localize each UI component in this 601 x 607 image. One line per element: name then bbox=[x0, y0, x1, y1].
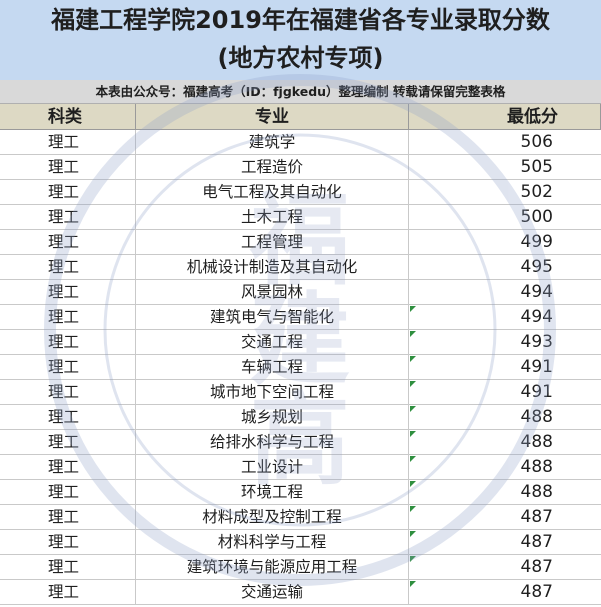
score-cell: 493 bbox=[520, 332, 553, 352]
table-row: 理工 车辆工程 491 bbox=[0, 355, 601, 380]
table-row: 理工 电气工程及其自动化 502 bbox=[0, 180, 601, 205]
type-cell: 理工 bbox=[0, 505, 136, 529]
score-cell: 494 bbox=[520, 307, 553, 327]
cell-comment-marker bbox=[410, 481, 416, 487]
score-cell: 488 bbox=[520, 482, 553, 502]
column-header-major: 专业 bbox=[136, 104, 409, 129]
major-cell: 建筑电气与智能化 bbox=[136, 305, 409, 329]
score-cell: 502 bbox=[520, 182, 553, 202]
table-row: 理工 风景园林 494 bbox=[0, 280, 601, 305]
major-cell: 土木工程 bbox=[136, 205, 409, 229]
major-cell: 建筑环境与能源应用工程 bbox=[136, 555, 409, 579]
table-row: 理工 建筑环境与能源应用工程 487 bbox=[0, 555, 601, 580]
type-cell: 理工 bbox=[0, 305, 136, 329]
column-header-type: 科类 bbox=[0, 104, 136, 129]
cell-comment-marker bbox=[410, 556, 416, 562]
score-cell: 495 bbox=[520, 257, 553, 277]
type-cell: 理工 bbox=[0, 155, 136, 179]
type-cell: 理工 bbox=[0, 130, 136, 154]
major-cell: 交通工程 bbox=[136, 330, 409, 354]
table-row: 理工 环境工程 488 bbox=[0, 480, 601, 505]
major-cell: 城市地下空间工程 bbox=[136, 380, 409, 404]
source-note: 本表由公众号：福建高考（ID：fjgkedu）整理编制 转载请保留完整表格 bbox=[0, 80, 601, 104]
score-cell: 494 bbox=[520, 282, 553, 302]
table-row: 理工 给排水科学与工程 488 bbox=[0, 430, 601, 455]
score-cell: 487 bbox=[520, 557, 553, 577]
major-cell: 工程造价 bbox=[136, 155, 409, 179]
table-row: 理工 城市地下空间工程 491 bbox=[0, 380, 601, 405]
major-cell: 车辆工程 bbox=[136, 355, 409, 379]
admission-table: 科类 专业 最低分 理工 建筑学 506 理工 工程造价 505 理工 电气工程及其自动化 50… bbox=[0, 104, 601, 605]
major-cell: 机械设计制造及其自动化 bbox=[136, 255, 409, 279]
score-cell: 487 bbox=[520, 507, 553, 527]
cell-comment-marker bbox=[410, 331, 416, 337]
score-cell: 491 bbox=[520, 382, 553, 402]
table-row: 理工 交通工程 493 bbox=[0, 330, 601, 355]
table-row: 理工 工程造价 505 bbox=[0, 155, 601, 180]
cell-comment-marker bbox=[410, 506, 416, 512]
table-row: 理工 建筑学 506 bbox=[0, 130, 601, 155]
table-row: 理工 城乡规划 488 bbox=[0, 405, 601, 430]
score-cell: 488 bbox=[520, 457, 553, 477]
major-cell: 材料科学与工程 bbox=[136, 530, 409, 554]
cell-comment-marker bbox=[410, 356, 416, 362]
major-cell: 城乡规划 bbox=[136, 405, 409, 429]
table-row: 理工 机械设计制造及其自动化 495 bbox=[0, 255, 601, 280]
major-cell: 交通运输 bbox=[136, 580, 409, 604]
page-title: 福建工程学院2019年在福建省各专业录取分数 bbox=[51, 6, 550, 34]
type-cell: 理工 bbox=[0, 455, 136, 479]
type-cell: 理工 bbox=[0, 555, 136, 579]
type-cell: 理工 bbox=[0, 355, 136, 379]
type-cell: 理工 bbox=[0, 280, 136, 304]
type-cell: 理工 bbox=[0, 580, 136, 604]
score-cell: 488 bbox=[520, 407, 553, 427]
type-cell: 理工 bbox=[0, 530, 136, 554]
table-row: 理工 土木工程 500 bbox=[0, 205, 601, 230]
table-row: 理工 工业设计 488 bbox=[0, 455, 601, 480]
cell-comment-marker bbox=[410, 531, 416, 537]
major-cell: 风景园林 bbox=[136, 280, 409, 304]
table-row: 理工 工程管理 499 bbox=[0, 230, 601, 255]
major-cell: 环境工程 bbox=[136, 480, 409, 504]
cell-comment-marker bbox=[410, 381, 416, 387]
score-cell: 488 bbox=[520, 432, 553, 452]
score-cell: 491 bbox=[520, 357, 553, 377]
major-cell: 电气工程及其自动化 bbox=[136, 180, 409, 204]
type-cell: 理工 bbox=[0, 255, 136, 279]
type-cell: 理工 bbox=[0, 330, 136, 354]
major-cell: 工程管理 bbox=[136, 230, 409, 254]
major-cell: 工业设计 bbox=[136, 455, 409, 479]
score-cell: 506 bbox=[520, 132, 553, 152]
type-cell: 理工 bbox=[0, 230, 136, 254]
score-cell: 499 bbox=[520, 232, 553, 252]
type-cell: 理工 bbox=[0, 205, 136, 229]
type-cell: 理工 bbox=[0, 430, 136, 454]
table-row: 理工 材料科学与工程 487 bbox=[0, 530, 601, 555]
cell-comment-marker bbox=[410, 581, 416, 587]
type-cell: 理工 bbox=[0, 180, 136, 204]
page-subtitle: (地方农村专项) bbox=[217, 44, 384, 72]
table-row: 理工 材料成型及控制工程 487 bbox=[0, 505, 601, 530]
column-header-score: 最低分 bbox=[409, 104, 601, 129]
title-block: 福建工程学院2019年在福建省各专业录取分数 (地方农村专项) bbox=[0, 0, 601, 81]
cell-comment-marker bbox=[410, 306, 416, 312]
score-cell: 487 bbox=[520, 532, 553, 552]
table-header-row: 科类 专业 最低分 bbox=[0, 104, 601, 130]
major-cell: 材料成型及控制工程 bbox=[136, 505, 409, 529]
score-cell: 500 bbox=[520, 207, 553, 227]
score-cell: 505 bbox=[520, 157, 553, 177]
type-cell: 理工 bbox=[0, 380, 136, 404]
score-cell: 487 bbox=[520, 582, 553, 602]
type-cell: 理工 bbox=[0, 480, 136, 504]
cell-comment-marker bbox=[410, 431, 416, 437]
major-cell: 建筑学 bbox=[136, 130, 409, 154]
cell-comment-marker bbox=[410, 456, 416, 462]
table-row: 理工 交通运输 487 bbox=[0, 580, 601, 605]
cell-comment-marker bbox=[410, 406, 416, 412]
type-cell: 理工 bbox=[0, 405, 136, 429]
table-row: 理工 建筑电气与智能化 494 bbox=[0, 305, 601, 330]
major-cell: 给排水科学与工程 bbox=[136, 430, 409, 454]
